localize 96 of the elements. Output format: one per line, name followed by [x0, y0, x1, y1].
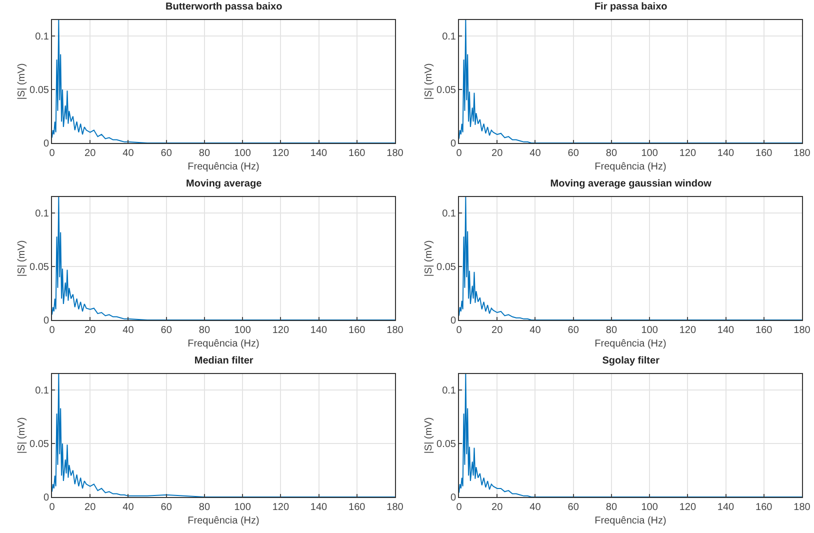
x-tick-label: 140: [717, 502, 735, 513]
y-tick-label: 0.1: [442, 208, 456, 220]
x-tick-label: 140: [717, 325, 735, 336]
x-tick-label: 40: [122, 502, 134, 513]
y-tick-label: 0.1: [442, 386, 456, 397]
x-tick-label: 40: [530, 325, 542, 336]
x-tick-label: 180: [386, 148, 404, 159]
y-axis-title: |S| (mV): [424, 63, 435, 100]
y-tick-label: 0.1: [35, 386, 50, 397]
x-axis-title: Frequência (Hz): [188, 338, 260, 350]
x-tick-label: 160: [756, 148, 773, 159]
x-tick-label: 140: [717, 148, 735, 159]
x-tick-label: 80: [606, 148, 618, 159]
y-tick-label: 0: [43, 492, 50, 504]
x-tick-label: 60: [568, 148, 580, 159]
x-tick-label: 180: [794, 148, 811, 159]
y-tick-label: 0: [43, 138, 50, 150]
x-tick-label: 160: [348, 148, 366, 159]
x-tick-label: 20: [84, 148, 96, 159]
x-tick-label: 80: [198, 325, 210, 336]
x-axis-title: Frequência (Hz): [594, 516, 666, 526]
y-axis-title: |S| (mV): [424, 417, 435, 454]
y-tick-label: 0.1: [442, 32, 456, 43]
line-series: [459, 20, 802, 143]
x-tick-label: 60: [160, 148, 172, 159]
line-series: [52, 20, 395, 143]
y-axis-title: |S| (mV): [16, 63, 28, 100]
x-tick-label: 80: [198, 148, 210, 159]
y-tick-label: 0.1: [35, 208, 50, 220]
x-tick-label: 140: [310, 148, 328, 159]
x-tick-label: 100: [234, 325, 252, 336]
x-tick-label: 160: [348, 502, 366, 513]
chart-title: Sgolay filter: [602, 356, 660, 367]
x-tick-label: 20: [492, 325, 504, 336]
x-tick-label: 100: [234, 502, 252, 513]
x-tick-label: 120: [272, 502, 290, 513]
x-tick-label: 80: [606, 502, 618, 513]
y-tick-label: 0.05: [30, 262, 50, 274]
line-series: [459, 197, 802, 320]
x-tick-label: 20: [84, 502, 96, 513]
y-tick-label: 0.05: [30, 439, 50, 450]
x-tick-label: 160: [756, 502, 773, 513]
x-tick-label: 80: [606, 325, 618, 336]
line-series: [52, 197, 395, 320]
x-tick-label: 180: [386, 325, 404, 336]
x-axis-title: Frequência (Hz): [188, 162, 260, 172]
x-tick-label: 100: [641, 502, 658, 513]
x-axis-title: Frequência (Hz): [188, 516, 260, 526]
x-tick-label: 100: [641, 325, 658, 336]
x-tick-label: 100: [641, 148, 658, 159]
x-tick-label: 60: [160, 325, 172, 336]
x-tick-label: 140: [310, 502, 328, 513]
y-tick-label: 0.05: [436, 439, 456, 450]
chart-title: Fir passa baixo: [594, 2, 668, 13]
chart-title: Moving average gaussian window: [550, 178, 712, 190]
x-tick-label: 20: [492, 148, 504, 159]
x-tick-label: 180: [794, 502, 811, 513]
x-tick-label: 60: [568, 325, 580, 336]
x-tick-label: 140: [310, 325, 328, 336]
x-axis-title: Frequência (Hz): [594, 338, 666, 350]
x-tick-label: 120: [679, 502, 696, 513]
y-tick-label: 0: [450, 138, 456, 150]
y-tick-label: 0.1: [35, 32, 50, 43]
chart-title: Moving average: [186, 178, 262, 190]
y-tick-label: 0.05: [30, 85, 50, 96]
line-series: [52, 374, 395, 497]
x-tick-label: 40: [122, 148, 134, 159]
y-tick-label: 0.05: [436, 262, 456, 274]
chart-title: Median filter: [194, 356, 254, 367]
x-tick-label: 80: [198, 502, 210, 513]
x-tick-label: 20: [84, 325, 96, 336]
x-tick-label: 160: [348, 325, 366, 336]
x-tick-label: 60: [160, 502, 172, 513]
x-tick-label: 120: [679, 148, 696, 159]
y-tick-label: 0: [43, 316, 50, 326]
x-tick-label: 160: [756, 325, 773, 336]
x-tick-label: 120: [272, 148, 290, 159]
x-axis-title: Frequência (Hz): [594, 162, 666, 172]
x-tick-label: 180: [794, 325, 811, 336]
x-tick-label: 40: [530, 502, 542, 513]
y-tick-label: 0: [450, 316, 456, 326]
x-tick-label: 40: [530, 148, 542, 159]
x-tick-label: 60: [568, 502, 580, 513]
y-tick-label: 0: [450, 492, 456, 504]
y-axis-title: |S| (mV): [424, 240, 435, 277]
chart-title: Butterworth passa baixo: [166, 2, 282, 13]
x-tick-label: 120: [272, 325, 290, 336]
x-tick-label: 120: [679, 325, 696, 336]
y-axis-title: |S| (mV): [16, 240, 28, 277]
y-axis-title: |S| (mV): [16, 417, 28, 454]
y-tick-label: 0.05: [436, 85, 456, 96]
x-tick-label: 100: [234, 148, 252, 159]
line-series: [459, 374, 802, 497]
x-tick-label: 20: [492, 502, 504, 513]
x-tick-label: 180: [386, 502, 404, 513]
x-tick-label: 40: [122, 325, 134, 336]
